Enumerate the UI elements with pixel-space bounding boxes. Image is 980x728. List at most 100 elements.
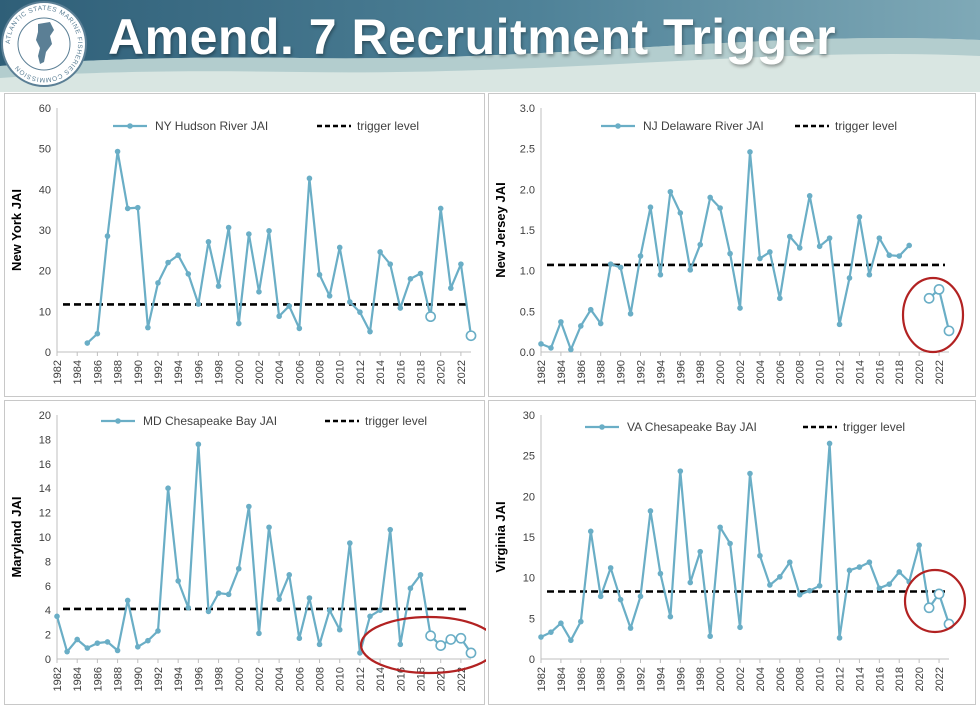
ny-y-tick-label: 60: [39, 103, 51, 115]
va-x-tick-label: 2010: [815, 667, 827, 691]
ny-x-tick-label: 2018: [416, 360, 428, 384]
md-data-point: [205, 608, 212, 615]
va-y-tick-label: 25: [523, 451, 535, 463]
nj-x-tick-label: 1982: [536, 360, 548, 384]
va-y-tick-label: 15: [523, 532, 535, 544]
nj-recent-data-point: [923, 292, 935, 304]
md-data-point: [397, 641, 404, 648]
md-data-point: [185, 604, 192, 611]
va-x-tick-label: 2022: [934, 667, 946, 691]
md-x-tick-label: 1982: [52, 667, 64, 691]
nj-series-line: [540, 150, 910, 351]
ny-y-tick-label: 20: [39, 266, 51, 278]
ny-data-point: [246, 231, 252, 237]
md-data-point: [296, 635, 303, 642]
slide-title: Amend. 7 Recruitment Trigger: [108, 9, 837, 65]
md-x-tick-label: 1992: [153, 667, 165, 691]
va-x-tick-label: 1994: [655, 667, 667, 691]
va-x-tick-label: 1992: [636, 667, 648, 691]
nj-legend-series-marker: [615, 123, 621, 129]
md-recent-data-point: [455, 632, 467, 644]
ny-x-tick-label: 2008: [315, 360, 327, 384]
nj-data-point: [836, 321, 843, 328]
md-x-tick-label: 1990: [133, 667, 145, 691]
ny-x-tick-label: 2022: [456, 360, 468, 384]
md-data-point: [124, 597, 131, 604]
md-data-point: [215, 590, 222, 596]
nj-data-point: [816, 243, 823, 250]
md-series-line: [55, 443, 472, 654]
md-data-point: [155, 628, 161, 634]
nj-x-tick-label: 2018: [894, 360, 906, 384]
md-data-point: [256, 630, 262, 637]
md-data-point: [387, 526, 394, 533]
ny-x-tick-label: 1982: [52, 360, 64, 384]
ny-data-point: [175, 252, 181, 259]
va-data-point: [786, 559, 793, 566]
md-x-tick-label: 1988: [113, 667, 125, 691]
ny-x-tick-label: 2006: [294, 360, 306, 384]
va-data-point: [836, 635, 843, 641]
ny-y-tick-label: 40: [39, 184, 51, 196]
ny-legend-trigger-label: trigger level: [357, 119, 419, 133]
va-data-point: [717, 524, 723, 531]
nj-data-point: [727, 250, 733, 257]
ny-data-point: [185, 271, 192, 277]
nj-data-point: [717, 205, 723, 211]
va-data-point: [866, 559, 873, 566]
ny-x-tick-label: 2000: [234, 360, 246, 384]
md-chesapeake-bay-chart: 0 2 4 6 8 10 12 14 16 18 20 1982 1984 1986 1988 1990 199…: [9, 410, 486, 691]
md-data-point: [407, 585, 414, 592]
nj-y-axis-title: New Jersey JAI: [493, 182, 508, 277]
nj-legend-series-label: NJ Delaware River JAI: [643, 119, 764, 133]
md-y-tick-label: 12: [39, 508, 51, 520]
va-y-tick-label: 30: [523, 410, 535, 422]
md-data-point: [336, 626, 343, 633]
va-data-point: [587, 528, 594, 535]
md-data-point: [145, 637, 151, 644]
md-data-point: [225, 591, 232, 598]
nj-data-point: [568, 346, 574, 353]
md-data-point: [326, 607, 333, 613]
md-legend-series-label: MD Chesapeake Bay JAI: [143, 414, 277, 428]
nj-data-point: [578, 323, 584, 329]
ny-x-tick-label: 1988: [113, 360, 125, 384]
nj-y-tick-label: 0.5: [520, 306, 535, 318]
md-x-tick-label: 1986: [92, 667, 104, 691]
nj-recent-data-point: [933, 283, 945, 295]
nj-x-tick-label: 1998: [695, 360, 707, 384]
va-data-point: [856, 564, 863, 570]
md-y-tick-label: 0: [45, 654, 51, 666]
nj-x-tick-label: 2004: [755, 360, 767, 384]
va-data-point: [796, 591, 803, 598]
nj-x-tick-label: 2012: [835, 360, 847, 384]
ny-x-tick-label: 1992: [153, 360, 165, 384]
va-y-tick-label: 10: [523, 573, 535, 585]
va-x-tick-label: 1990: [616, 667, 628, 691]
md-y-axis-title: Maryland JAI: [9, 497, 24, 578]
md-data-point: [165, 485, 171, 491]
ny-data-point: [458, 261, 464, 267]
va-data-point: [876, 585, 883, 592]
va-chesapeake-bay-chart: 0 5 10 15 20 25 30 1982 1984 1986 1988 1990 1992 1994…: [493, 410, 967, 691]
nj-data-point: [856, 214, 863, 220]
va-legend-series-marker: [599, 424, 605, 430]
asmfc-logo: ATLANTIC STATES MARINE FISHERIES COMMISS…: [1, 1, 87, 87]
md-x-tick-label: 2006: [294, 667, 306, 691]
ny-x-tick-label: 2002: [254, 360, 266, 384]
ny-data-point: [437, 205, 444, 212]
ny-data-point: [276, 313, 282, 320]
va-data-point: [737, 624, 743, 631]
ny-x-tick-label: 2014: [375, 360, 387, 384]
va-x-tick-label: 2004: [755, 667, 767, 691]
ny-y-tick-label: 30: [39, 225, 51, 237]
nj-data-point: [627, 310, 634, 317]
ny-legend-series-marker: [127, 123, 133, 129]
va-data-point: [607, 565, 614, 571]
md-x-tick-label: 2002: [254, 667, 266, 691]
md-legend-series-marker: [115, 418, 121, 424]
va-recent-data-point: [933, 588, 945, 600]
nj-data-point: [906, 242, 912, 249]
ny-x-tick-label: 2010: [335, 360, 347, 384]
md-data-point: [367, 613, 373, 620]
